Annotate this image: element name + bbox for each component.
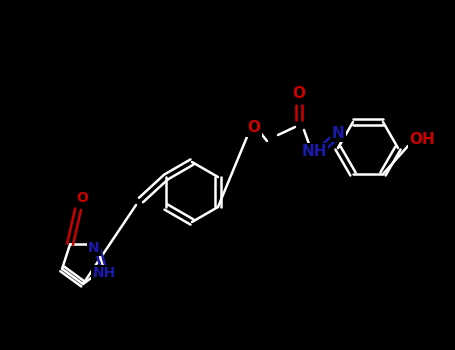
Text: N: N: [88, 241, 100, 255]
Text: O: O: [293, 85, 305, 100]
Text: NH: NH: [301, 145, 327, 160]
Text: O: O: [76, 191, 88, 205]
Text: N: N: [332, 126, 344, 140]
Text: OH: OH: [409, 133, 435, 147]
Text: O: O: [248, 120, 261, 135]
Text: NH: NH: [92, 266, 116, 280]
